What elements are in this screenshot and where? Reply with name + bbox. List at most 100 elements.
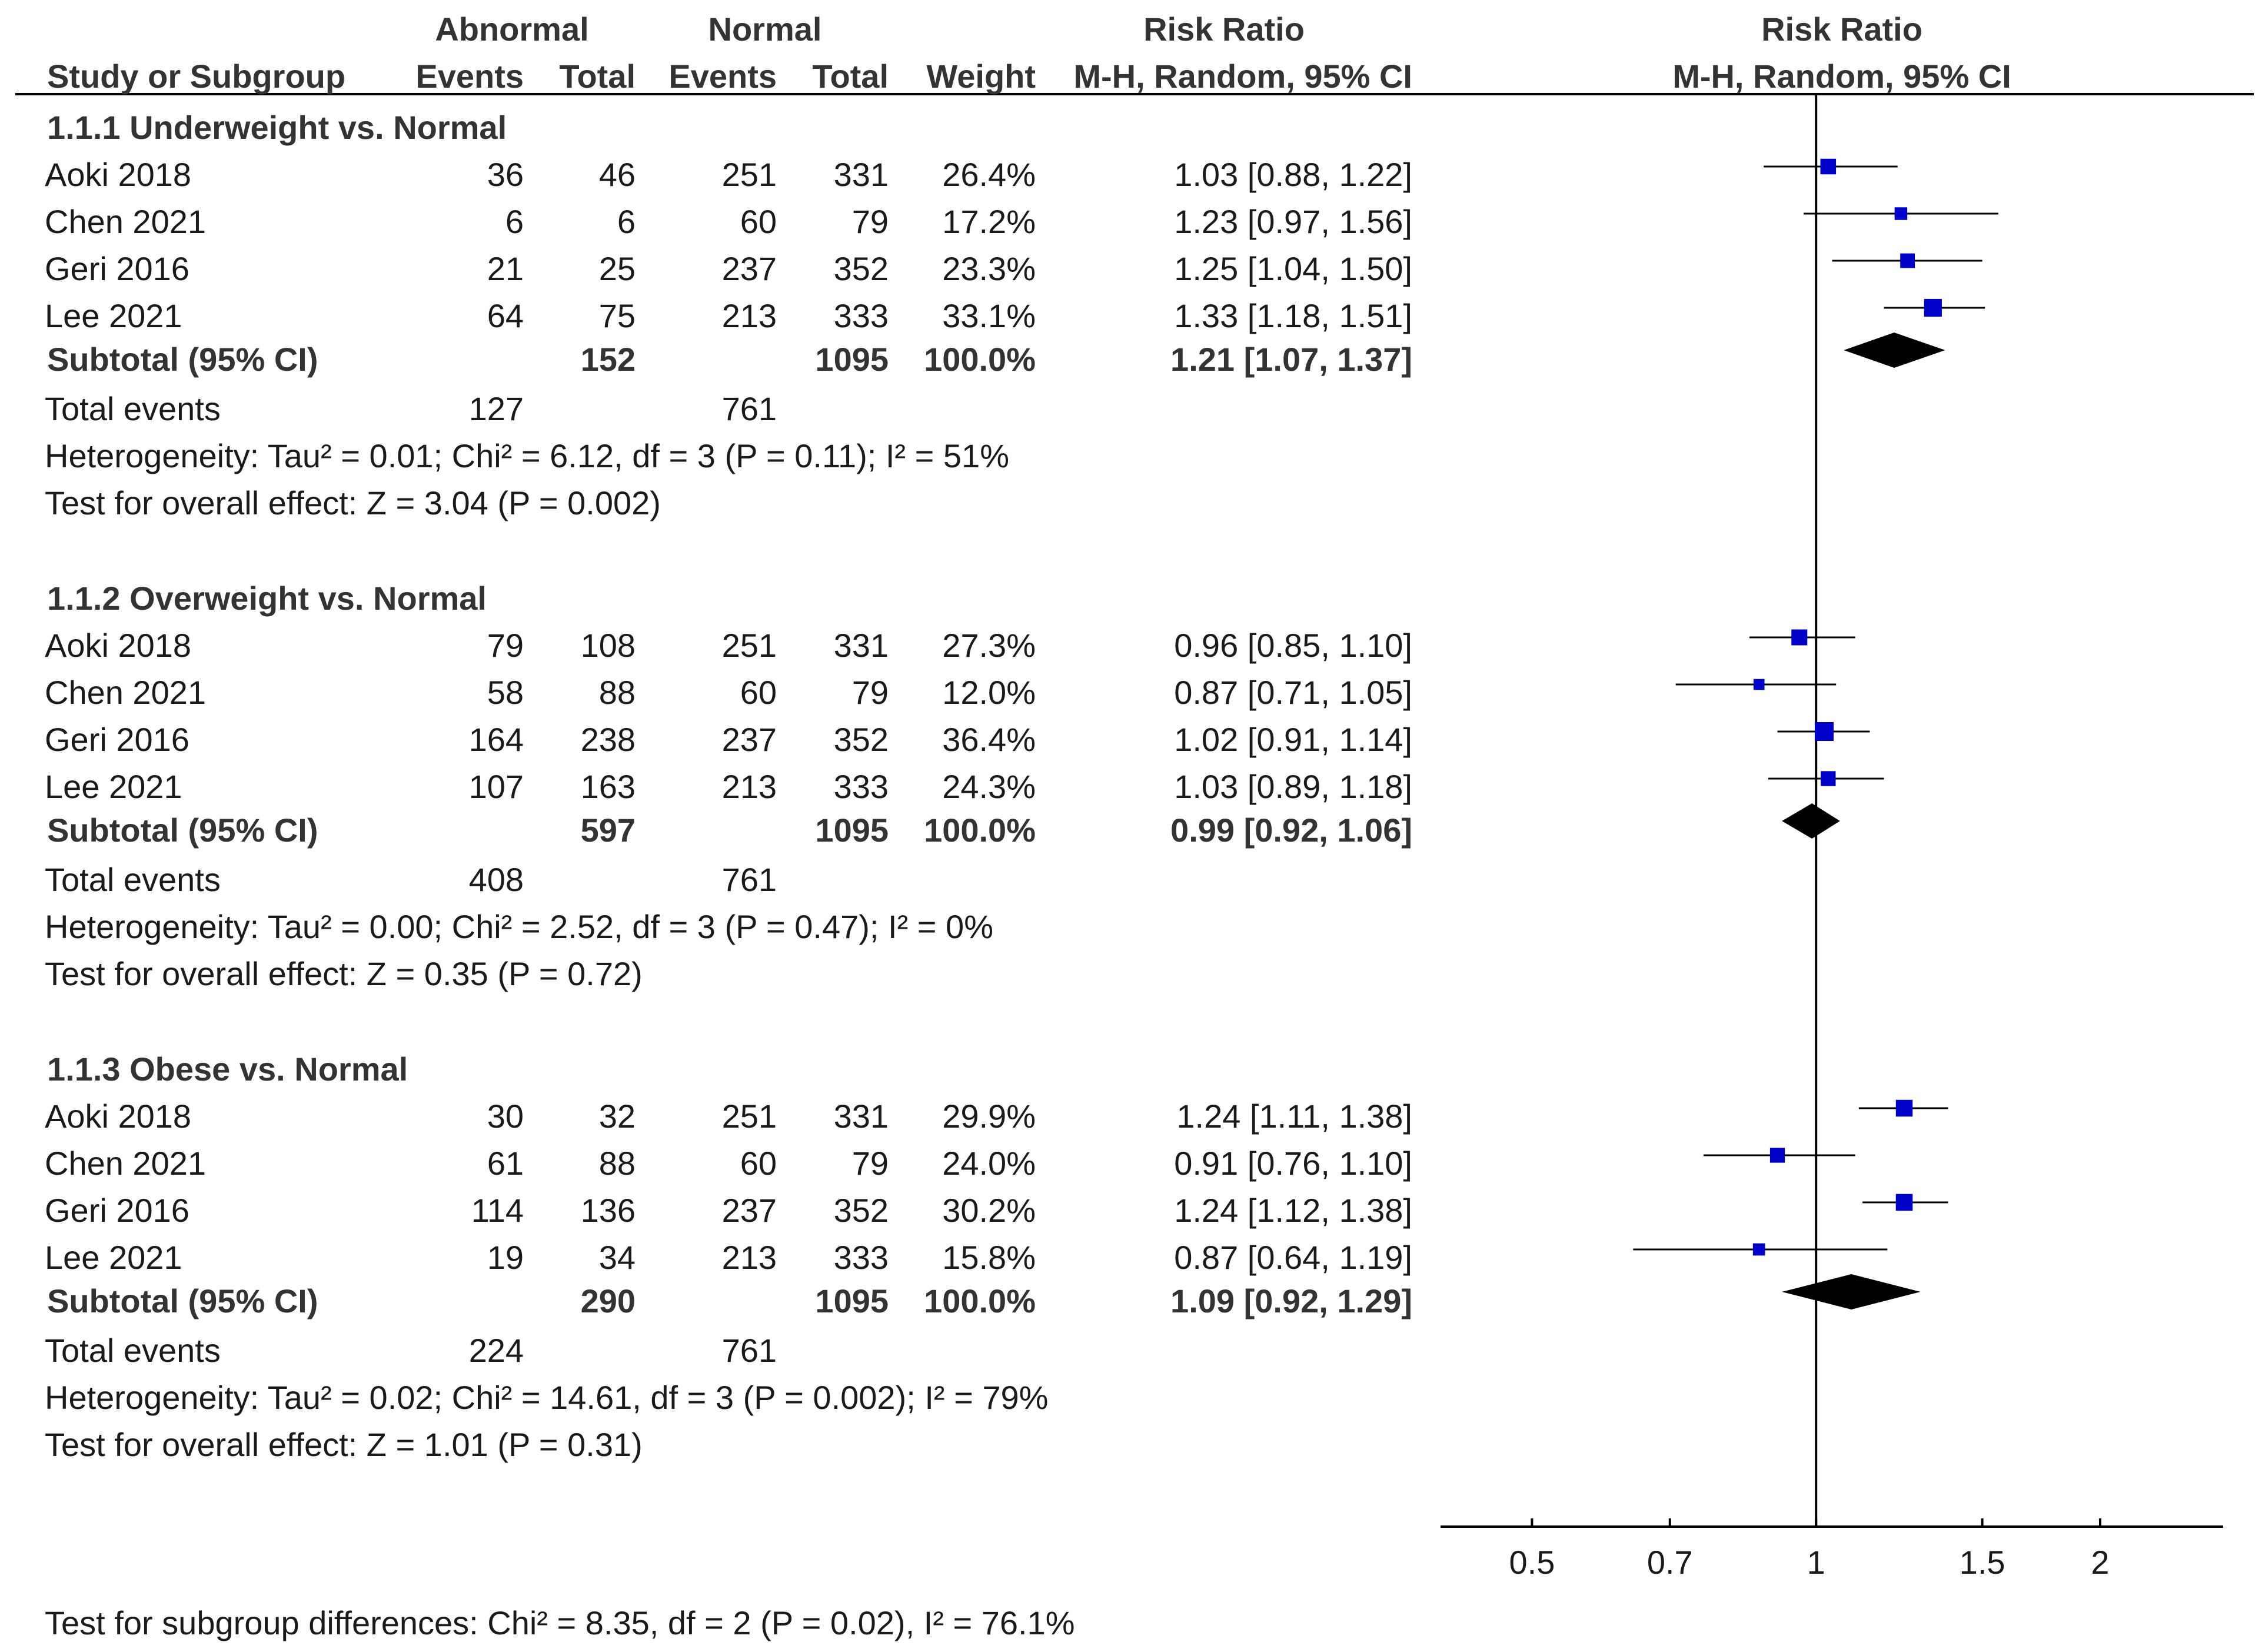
study-point-marker	[1895, 1194, 1913, 1211]
study-point-marker	[1752, 1243, 1765, 1256]
total-events-abnormal: 127	[468, 390, 524, 427]
study-weight: 23.3%	[942, 250, 1036, 287]
study-name: Geri 2016	[45, 721, 189, 758]
abnormal-total: 34	[598, 1239, 636, 1276]
normal-events: 60	[740, 674, 777, 711]
study-name: Aoki 2018	[45, 627, 192, 664]
abnormal-header: Abnormal	[435, 11, 589, 48]
abnormal-events: 6	[505, 203, 524, 240]
abnormal-events: 58	[487, 674, 524, 711]
subtotal-ci: 0.99 [0.92, 1.06]	[1170, 812, 1412, 849]
abnormal-events-header: Events	[415, 58, 524, 95]
study-ci: 1.24 [1.12, 1.38]	[1174, 1192, 1412, 1229]
normal-total-header: Total	[812, 58, 889, 95]
abnormal-total: 75	[598, 297, 636, 334]
study-name: Lee 2021	[45, 768, 182, 805]
abnormal-total: 88	[598, 1145, 636, 1182]
ci-method-header: M-H, Random, 95% CI	[1073, 58, 1412, 95]
study-ci: 1.23 [0.97, 1.56]	[1174, 203, 1412, 240]
study-point-marker	[1753, 679, 1765, 690]
study-or-subgroup-header: Study or Subgroup	[47, 58, 346, 95]
study-point-marker	[1791, 629, 1808, 646]
study-ci: 1.02 [0.91, 1.14]	[1174, 721, 1412, 758]
pooled-diamond	[1782, 1274, 1921, 1309]
subtotal-weight: 100.0%	[924, 812, 1036, 849]
normal-total: 331	[833, 627, 889, 664]
plot-title: Risk Ratio	[1761, 11, 1922, 48]
normal-events-header: Events	[668, 58, 777, 95]
study-point-marker	[1820, 158, 1837, 175]
study-weight: 26.4%	[942, 156, 1036, 193]
subtotal-weight: 100.0%	[924, 1282, 1036, 1319]
abnormal-total: 238	[580, 721, 636, 758]
normal-total: 331	[833, 1098, 889, 1135]
study-name: Lee 2021	[45, 1239, 182, 1276]
x-tick-label: 2	[2091, 1544, 2109, 1581]
subgroup-title: 1.1.3 Obese vs. Normal	[47, 1051, 408, 1088]
study-ci: 0.87 [0.64, 1.19]	[1174, 1239, 1412, 1276]
x-tick-label: 1.5	[1960, 1544, 2005, 1581]
pooled-diamond	[1844, 333, 1945, 368]
abnormal-events: 164	[468, 721, 524, 758]
overall-effect-test: Test for overall effect: Z = 3.04 (P = 0…	[45, 484, 661, 521]
study-weight: 27.3%	[942, 627, 1036, 664]
study-point-marker	[1895, 1099, 1913, 1117]
subtotal-normal-total: 1095	[815, 812, 889, 849]
subtotal-ci: 1.21 [1.07, 1.37]	[1170, 341, 1412, 378]
normal-total: 333	[833, 768, 889, 805]
normal-total: 352	[833, 250, 889, 287]
abnormal-total: 32	[598, 1098, 636, 1135]
normal-events: 237	[721, 721, 777, 758]
plot-method-header: M-H, Random, 95% CI	[1672, 58, 2011, 95]
abnormal-events: 79	[487, 627, 524, 664]
study-weight: 24.0%	[942, 1145, 1036, 1182]
study-ci: 1.03 [0.89, 1.18]	[1174, 768, 1412, 805]
study-weight: 24.3%	[942, 768, 1036, 805]
normal-events: 213	[721, 1239, 777, 1276]
study-name: Lee 2021	[45, 297, 182, 334]
abnormal-events: 61	[487, 1145, 524, 1182]
subtotal-normal-total: 1095	[815, 1282, 889, 1319]
study-point-marker	[1814, 722, 1834, 742]
overall-effect-test: Test for overall effect: Z = 1.01 (P = 0…	[45, 1426, 643, 1463]
subtotal-normal-total: 1095	[815, 341, 889, 378]
heterogeneity-stats: Heterogeneity: Tau² = 0.00; Chi² = 2.52,…	[45, 908, 993, 945]
normal-events: 60	[740, 1145, 777, 1182]
normal-events: 60	[740, 203, 777, 240]
subtotal-label: Subtotal (95% CI)	[47, 341, 318, 378]
study-point-marker	[1924, 298, 1942, 317]
abnormal-events: 64	[487, 297, 524, 334]
normal-events: 237	[721, 1192, 777, 1229]
x-tick-label: 1	[1807, 1544, 1825, 1581]
total-events-normal: 761	[721, 390, 777, 427]
study-ci: 1.03 [0.88, 1.22]	[1174, 156, 1412, 193]
normal-header: Normal	[708, 11, 822, 48]
normal-events: 251	[721, 156, 777, 193]
study-weight: 12.0%	[942, 674, 1036, 711]
overall-effect-test: Test for overall effect: Z = 0.35 (P = 0…	[45, 955, 643, 992]
abnormal-events: 21	[487, 250, 524, 287]
study-weight: 15.8%	[942, 1239, 1036, 1276]
normal-events: 251	[721, 1098, 777, 1135]
x-tick-label: 0.7	[1647, 1544, 1693, 1581]
normal-events: 213	[721, 768, 777, 805]
study-weight: 30.2%	[942, 1192, 1036, 1229]
subgroup-differences-test: Test for subgroup differences: Chi² = 8.…	[45, 1604, 1075, 1641]
subtotal-label: Subtotal (95% CI)	[47, 1282, 318, 1319]
normal-total: 79	[851, 1145, 889, 1182]
study-ci: 0.96 [0.85, 1.10]	[1174, 627, 1412, 664]
subtotal-ci: 1.09 [0.92, 1.29]	[1170, 1282, 1412, 1319]
abnormal-total: 163	[580, 768, 636, 805]
study-name: Chen 2021	[45, 674, 207, 711]
study-point-marker	[1821, 771, 1836, 786]
abnormal-total-header: Total	[559, 58, 636, 95]
abnormal-events: 107	[468, 768, 524, 805]
normal-total: 331	[833, 156, 889, 193]
total-events-label: Total events	[45, 861, 221, 898]
study-weight: 33.1%	[942, 297, 1036, 334]
subtotal-label: Subtotal (95% CI)	[47, 812, 318, 849]
study-ci: 1.33 [1.18, 1.51]	[1174, 297, 1412, 334]
abnormal-total: 46	[598, 156, 636, 193]
